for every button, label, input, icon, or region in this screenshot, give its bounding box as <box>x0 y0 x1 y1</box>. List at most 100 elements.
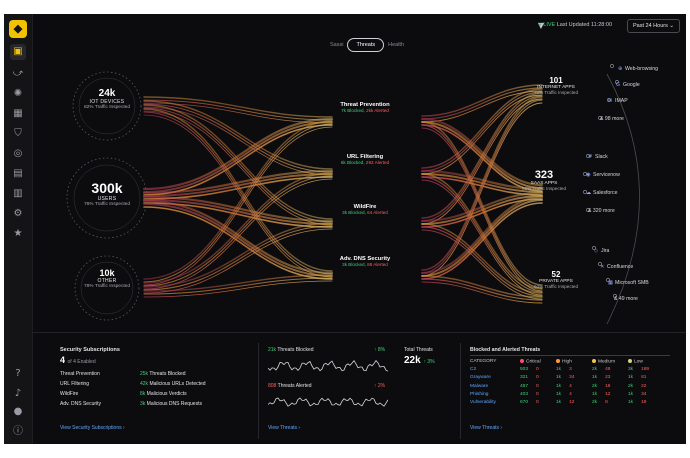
alerted-count: 12 <box>569 400 575 406</box>
threat-cell: 2k 48 <box>592 365 628 373</box>
flow-ribbon <box>143 173 333 197</box>
blocked-sparkline <box>268 359 388 372</box>
leaf-label: Microsoft SMB <box>615 280 649 286</box>
col-label: Low <box>634 358 643 364</box>
view-security-subscriptions-link[interactable]: View Security Subscriptions › <box>60 425 125 431</box>
toggle-threats[interactable]: Threats <box>347 38 385 52</box>
table-row[interactable]: Grayware 321 0 1k 34 1k 23 1k 81 <box>470 374 664 382</box>
filter-icon[interactable]: ▼ <box>537 21 544 30</box>
last-updated: Last Updated 11:28:00 <box>556 22 612 28</box>
threat-cell: 503 0 <box>520 365 556 373</box>
leaf-confluence[interactable]: ✕ Confluence <box>600 264 633 270</box>
total-threats-value: 22k <box>404 355 421 366</box>
saas-count: 323 <box>534 169 554 181</box>
logo-icon[interactable]: ◆ <box>9 20 27 38</box>
sub-row-name: URL Filtering <box>60 381 89 387</box>
threats-alerted-value: 808 <box>268 383 277 389</box>
table-row[interactable]: C2 503 0 1k 3 2k 48 3k 189 <box>470 365 664 373</box>
iot-devices-ring[interactable] <box>72 71 142 141</box>
service-threat-prevention[interactable]: Threat Prevention 7k Blocked, 2kk Alerte… <box>325 102 405 113</box>
internet-sub: 72% Traffic Inspected <box>533 90 579 95</box>
network-icon[interactable]: ⤻ <box>12 68 24 79</box>
threat-category[interactable]: Vulnerability <box>470 400 496 406</box>
service-blocked: 3k Blocked, <box>342 210 366 215</box>
other-ring[interactable] <box>74 255 140 321</box>
divider <box>460 343 461 439</box>
view-threats-table-link[interactable]: View Threats › <box>470 425 503 431</box>
leaf-microsoft-smb[interactable]: ▦ Microsoft SMB <box>608 280 649 286</box>
private-label: PRIVATE APPS <box>539 279 573 284</box>
blocked-count: 503 <box>520 366 529 372</box>
users-sub: 76% Traffic Inspected <box>83 202 131 207</box>
help-icon[interactable]: ? <box>15 368 21 379</box>
salesforce-icon: ☁ <box>586 190 592 196</box>
dashboard-icon[interactable]: ▣ <box>10 44 26 60</box>
table-row[interactable]: Phishing 403 0 1k 4 1k 12 1k 34 <box>470 390 664 398</box>
sub-row-value: 3k Malicious DNS Requests <box>140 401 202 407</box>
leaf-internet-more[interactable]: & 98 more <box>600 116 624 122</box>
threat-category[interactable]: Malware <box>470 383 489 389</box>
leaf-salesforce[interactable]: ☁ Salesforce <box>586 190 618 196</box>
source-users[interactable]: 300k USERS 76% Traffic Inspected <box>72 180 142 207</box>
leaf-servicenow[interactable]: ◉ Servicenow <box>586 172 620 178</box>
flow-ribbon <box>421 281 543 304</box>
threat-cell: 1k 12 <box>592 390 628 398</box>
time-range-select[interactable]: Past 24 Hours ⌄ <box>627 19 680 33</box>
chart-icon[interactable]: ▥ <box>13 188 23 199</box>
traffic-flow-diagram <box>66 64 640 325</box>
leaf-google[interactable]: G Google <box>616 82 640 88</box>
leaf-node-dot <box>610 64 614 68</box>
leaf-saas-more[interactable]: & 320 more <box>588 208 615 214</box>
view-threats-link[interactable]: View Threats › <box>268 425 301 431</box>
leaf-label: & 98 more <box>600 116 624 122</box>
toggle-left[interactable]: Sassi <box>330 42 344 48</box>
target-icon[interactable]: ◎ <box>13 148 23 159</box>
user-icon[interactable]: ● <box>13 406 23 417</box>
service-url-filtering[interactable]: URL Filtering 6k Blocked, 292 Alerted <box>325 154 405 165</box>
flow-ribbon <box>421 96 543 271</box>
threat-category[interactable]: Grayware <box>470 375 491 381</box>
leaf-imap[interactable]: ✉ IMAP <box>608 98 628 104</box>
star-icon[interactable]: ★ <box>13 228 23 239</box>
table-row[interactable]: Vulnerability 670 0 1k 12 2k 8 1k 19 <box>470 398 664 406</box>
toggle-health[interactable]: Health <box>388 42 405 48</box>
leaf-slack[interactable]: # Slack <box>588 154 608 160</box>
flow-ribbon <box>143 121 333 193</box>
col-critical: Critical <box>520 357 556 365</box>
flow-ribbon <box>420 191 544 223</box>
flow-ribbon <box>142 199 334 275</box>
threat-category[interactable]: Phishing <box>470 391 489 397</box>
alerted-count: 34 <box>569 375 575 381</box>
service-wildfire[interactable]: WildFire 3k Blocked, 64 Alerted <box>325 204 405 215</box>
leaf-web-browsing[interactable]: ⊕ Web-browsing <box>618 66 658 72</box>
threats-alerted-label: Threats Alerted <box>277 383 312 389</box>
threat-cell: 670 0 <box>520 398 556 406</box>
service-adv-dns-security[interactable]: Adv. DNS Security 3k Blocked, 88 Alerted <box>325 256 405 267</box>
leaf-private-more[interactable]: & 49 more <box>614 296 638 302</box>
source-other[interactable]: 10k OTHER 78% Traffic Inspected <box>77 268 137 289</box>
threat-category[interactable]: C2 <box>470 366 477 372</box>
shield-icon[interactable]: ⛉ <box>14 128 22 139</box>
leaf-label: Web-browsing <box>625 66 659 72</box>
info-icon[interactable]: ⓘ <box>13 426 23 437</box>
cog-icon[interactable]: ⚙ <box>13 208 23 219</box>
leaf-jira[interactable]: ◇ Jira <box>594 248 609 254</box>
col-high: High <box>556 357 592 365</box>
users-ring[interactable] <box>66 157 148 239</box>
app-saas[interactable]: 323 SAAS APPS 82% Traffic Inspected <box>504 169 584 191</box>
source-iot-devices[interactable]: 24k IOT DEVICES 82% Traffic Inspected <box>77 88 137 110</box>
table-row[interactable]: Malware 487 0 1k 4 2k 18 2k 22 <box>470 382 664 390</box>
app-internet[interactable]: 101 INTERNET APPS 72% Traffic Inspected <box>516 76 596 95</box>
blocked-count: 1k <box>556 400 562 406</box>
alerted-count: 0 <box>536 366 539 372</box>
leaf-label: & 49 more <box>614 296 638 302</box>
app-private[interactable]: 52 PRIVATE APPS 94% Traffic Inspected <box>516 270 596 289</box>
server-icon[interactable]: ▤ <box>13 168 23 179</box>
apps-grid-icon[interactable]: ▦ <box>13 108 23 119</box>
bell-icon[interactable]: ♪ <box>14 388 22 399</box>
settings-gear-icon[interactable]: ✺ <box>13 88 23 99</box>
iot-sub: 82% Traffic Inspected <box>83 105 131 110</box>
threat-cell: 1k 12 <box>556 398 592 406</box>
threat-cell: 321 0 <box>520 374 556 382</box>
threat-cell: 1k 4 <box>556 390 592 398</box>
